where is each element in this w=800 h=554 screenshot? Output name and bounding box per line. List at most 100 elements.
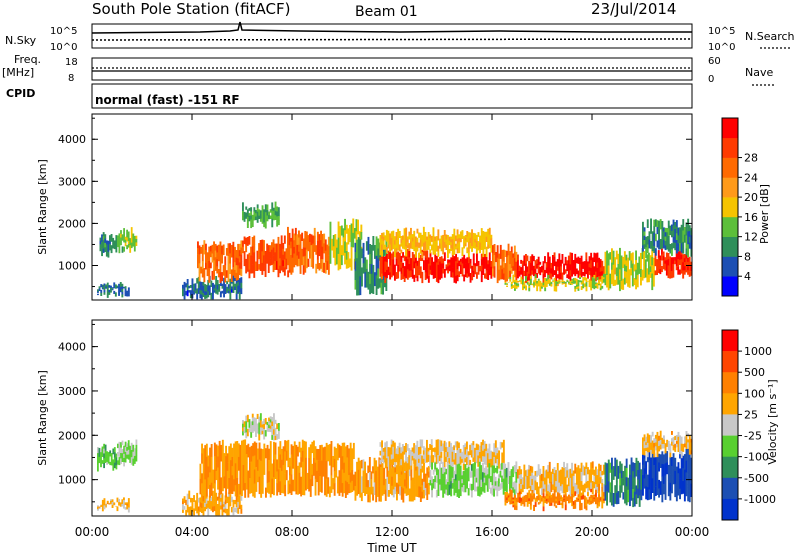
data-cell: [282, 266, 285, 273]
data-cell: [687, 474, 690, 489]
data-cell: [221, 272, 223, 282]
data-cell: [357, 457, 360, 470]
data-cell: [518, 466, 521, 476]
data-cell: [133, 246, 136, 252]
data-cell: [612, 257, 615, 265]
data-cell: [502, 486, 505, 495]
data-cell: [418, 252, 420, 258]
data-cell: [432, 236, 435, 246]
data-cell: [555, 470, 558, 476]
data-cell: [324, 250, 327, 263]
data-cell: [666, 240, 669, 246]
data-cell: [604, 477, 607, 486]
data-cell: [104, 242, 107, 248]
data-cell: [361, 248, 363, 259]
data-cell: [197, 497, 200, 503]
data-cell: [451, 257, 454, 263]
data-cell: [233, 443, 235, 456]
data-cell: [279, 467, 282, 482]
data-cell: [619, 461, 622, 474]
data-cell: [284, 473, 287, 486]
data-cell: [513, 465, 516, 474]
data-cell: [453, 272, 456, 278]
data-cell: [338, 444, 341, 458]
data-cell: [674, 443, 677, 448]
data-cell: [599, 287, 602, 291]
data-cell: [595, 284, 597, 287]
data-cell: [529, 465, 532, 472]
data-cell: [404, 486, 406, 494]
data-cell: [453, 237, 456, 247]
data-cell: [287, 453, 290, 468]
data-cell: [659, 440, 662, 445]
data-cell: [116, 287, 119, 289]
data-cell: [210, 469, 213, 483]
data-cell: [653, 219, 656, 227]
data-cell: [512, 261, 515, 267]
data-cell: [351, 480, 354, 492]
data-cell: [450, 473, 453, 482]
data-cell: [397, 233, 400, 238]
data-cell: [602, 484, 605, 495]
data-cell: [599, 470, 602, 478]
data-cell: [674, 457, 677, 472]
data-cell: [572, 279, 575, 282]
data-cell: [185, 509, 188, 516]
data-cell: [207, 455, 210, 467]
data-cell: [480, 465, 483, 473]
data-cell: [525, 476, 527, 483]
data-cell: [113, 503, 116, 505]
data-cell: [596, 505, 599, 509]
data-cell: [346, 445, 349, 458]
data-cell: [593, 500, 596, 502]
data-cell: [501, 259, 504, 270]
data-cell: [129, 457, 132, 463]
data-cell: [633, 264, 636, 272]
data-cell: [472, 441, 475, 446]
data-cell: [526, 283, 529, 285]
data-cell: [580, 271, 583, 278]
data-cell: [101, 285, 104, 288]
data-cell: [98, 286, 101, 289]
data-cell: [501, 482, 503, 489]
data-cell: [478, 470, 481, 480]
data-cell: [528, 464, 530, 470]
data-cell: [242, 423, 244, 428]
data-cell: [429, 252, 432, 257]
data-cell: [469, 237, 472, 244]
data-cell: [227, 284, 230, 287]
data-cell: [406, 269, 409, 280]
data-cell: [405, 461, 407, 471]
data-cell: [590, 482, 593, 490]
data-cell: [273, 477, 275, 496]
data-cell: [413, 443, 416, 449]
data-cell: [547, 497, 550, 499]
data-cell: [214, 263, 217, 271]
data-cell: [248, 269, 251, 279]
data-cell: [258, 243, 260, 249]
data-cell: [105, 506, 107, 508]
data-cell: [490, 272, 493, 279]
data-cell: [456, 229, 459, 235]
data-cell: [126, 237, 128, 242]
data-cell: [213, 483, 216, 498]
data-cell: [493, 480, 495, 489]
data-cell: [526, 266, 529, 273]
data-cell: [359, 460, 362, 471]
data-cell: [680, 224, 683, 235]
data-cell: [345, 242, 348, 252]
data-cell: [539, 494, 542, 498]
data-cell: [305, 457, 307, 475]
data-cell: [456, 483, 459, 491]
data-cell: [459, 264, 462, 268]
data-cell: [512, 279, 515, 283]
data-cell: [515, 482, 518, 494]
data-cell: [200, 503, 203, 509]
data-cell: [544, 281, 547, 285]
data-cell: [622, 492, 625, 500]
data-cell: [619, 247, 621, 259]
data-cell: [359, 488, 362, 498]
data-cell: [210, 444, 213, 458]
data-cell: [106, 285, 109, 289]
data-cell: [113, 457, 116, 463]
